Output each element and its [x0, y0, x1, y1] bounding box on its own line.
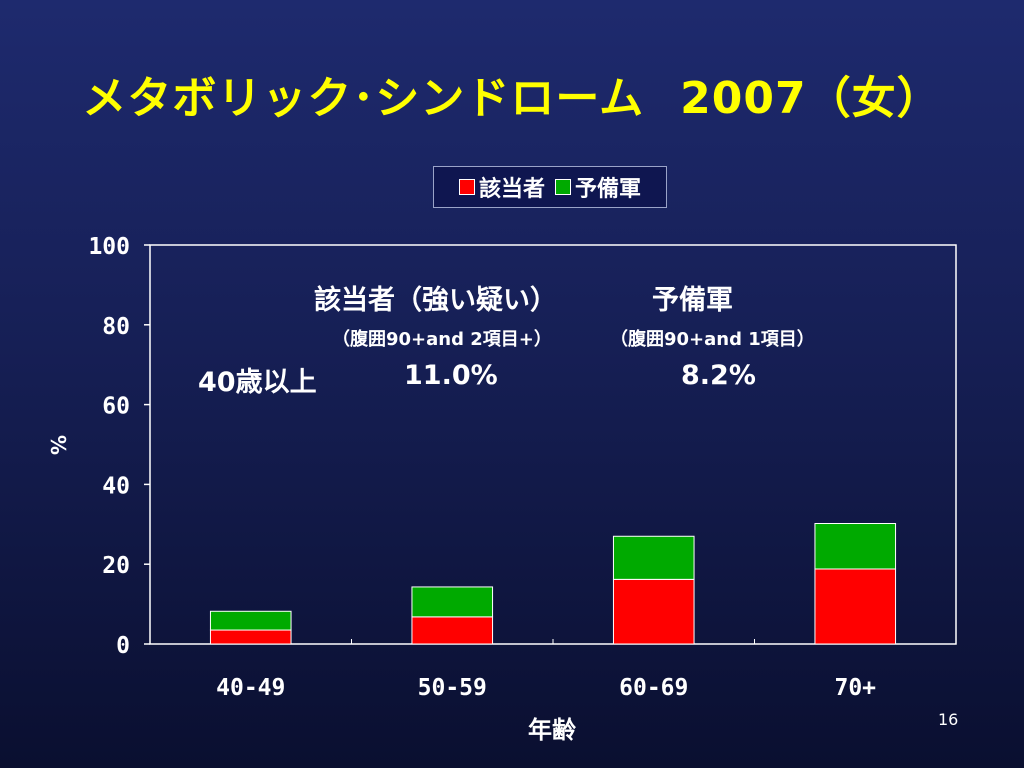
- y-tick-label: 0: [116, 633, 130, 659]
- bar-pre-60-69: [612, 535, 695, 580]
- y-tick-label: 40: [102, 473, 130, 499]
- title-main: メタボリック･シンドローム: [82, 73, 645, 124]
- y-tick-label: 100: [88, 234, 130, 260]
- title-year: 2007: [680, 73, 807, 124]
- legend-swatch-pre: [555, 179, 571, 195]
- annotation-age-group: 40歳以上: [198, 367, 317, 398]
- y-tick-label: 80: [102, 314, 130, 340]
- bar-metabolic-70+: [814, 568, 897, 645]
- x-tick-label: 40-49: [216, 675, 285, 701]
- title-paren: （女）: [806, 73, 942, 124]
- x-axis-label: 年齢: [528, 716, 577, 744]
- legend-item-metabolic: 該当者: [458, 171, 545, 203]
- slide-title: メタボリック･シンドローム 2007（女）: [0, 62, 1024, 126]
- bar-metabolic-50-59: [411, 616, 494, 645]
- chart-legend: 該当者 予備軍: [433, 166, 667, 208]
- bar-metabolic-60-69: [612, 578, 695, 645]
- x-tick-label: 70+: [834, 675, 876, 701]
- bar-pre-70+: [814, 523, 897, 570]
- annotation-metabolic-value: 11.0%: [404, 360, 498, 391]
- bar-pre-40-49: [209, 610, 292, 631]
- legend-label-metabolic: 該当者: [478, 177, 545, 202]
- annotation-metabolic-label: 該当者（強い疑い）: [314, 285, 557, 316]
- legend-label-pre: 予備軍: [575, 177, 642, 202]
- x-tick-label: 50-59: [418, 675, 487, 701]
- annotation-pre-value: 8.2%: [681, 360, 756, 391]
- y-tick-label: 20: [102, 553, 130, 579]
- annotation-pre-criteria: （腹囲90+and 1項目）: [610, 329, 815, 350]
- legend-swatch-metabolic: [458, 179, 475, 195]
- y-axis-label: %: [47, 435, 71, 455]
- annotation-pre-label: 予備軍: [652, 285, 733, 316]
- annotation-metabolic-criteria: （腹囲90+and 2項目+）: [332, 329, 552, 350]
- legend-item-pre: 予備軍: [555, 171, 641, 203]
- bar-pre-50-59: [411, 586, 494, 618]
- slide-number: 16: [938, 710, 959, 729]
- x-tick-label: 60-69: [619, 675, 688, 701]
- bar-metabolic-40-49: [209, 629, 292, 645]
- y-tick-label: 60: [102, 394, 130, 420]
